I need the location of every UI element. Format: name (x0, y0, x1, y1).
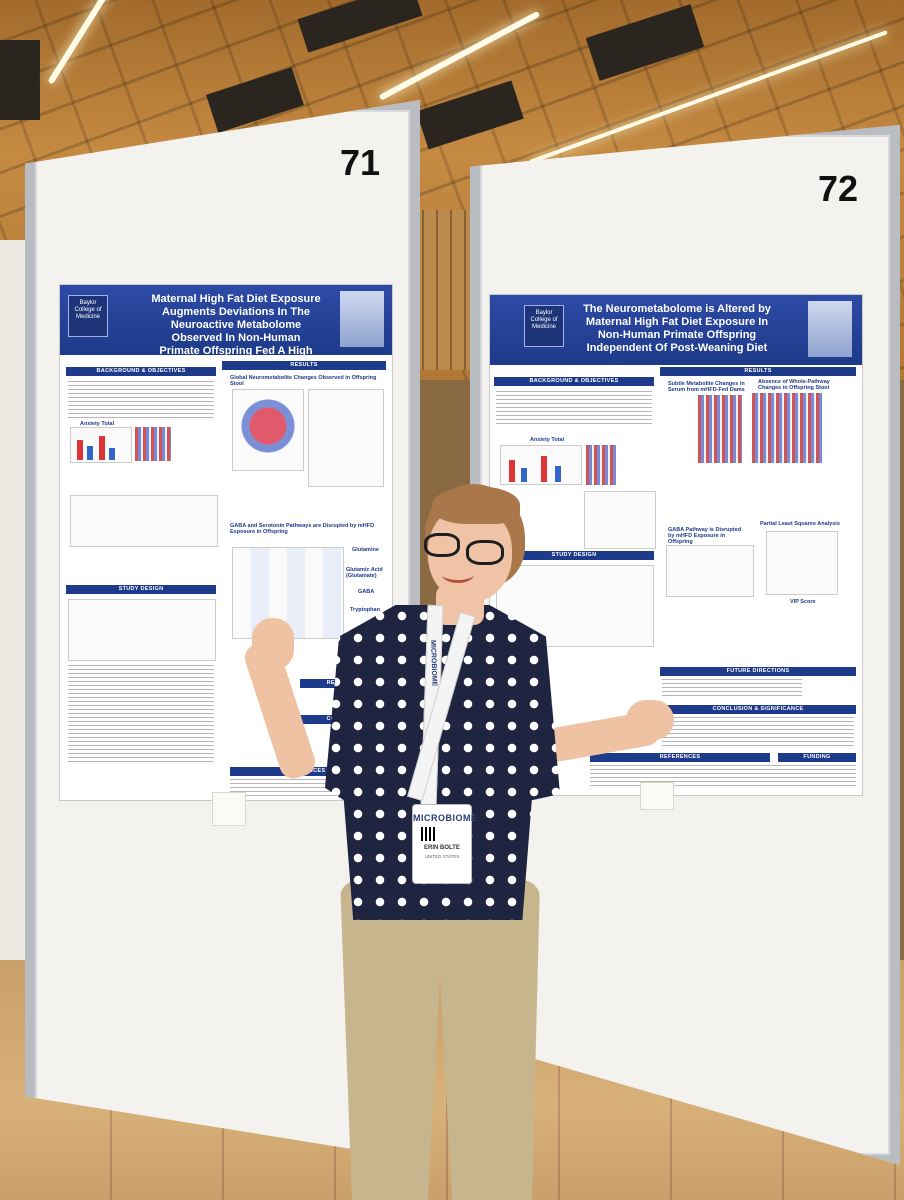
board-number-left: 71 (340, 142, 381, 183)
scatter-figure (70, 495, 218, 547)
body-text (496, 391, 652, 425)
building-image (808, 301, 852, 357)
figure-label-global: Global Neurometabolite Changes Observed … (230, 375, 377, 387)
figure-label-anxiety: Anxiety Total (530, 437, 565, 443)
body-text (68, 381, 214, 421)
figure-label-gaba: GABA and Serotonin Pathways are Disrupte… (230, 523, 375, 535)
section-background: BACKGROUND & OBJECTIVES (494, 377, 654, 386)
glasses-left-lens (424, 533, 460, 557)
badge-country: UNITED STATES (424, 854, 460, 859)
figure-label-pls: Partial Least Squares Analysis (760, 521, 840, 527)
body-text (590, 765, 856, 789)
heatmap-figure (586, 445, 616, 485)
figure-label-vip: VIP Score (790, 599, 816, 605)
figure-label-subtle: Subtle Metabolite Changes in Serum from … (668, 381, 745, 393)
pls-figure (766, 531, 838, 595)
sticky-note (212, 792, 246, 826)
section-results: RESULTS (222, 361, 386, 370)
baylor-logo: Baylor College of Medicine (68, 295, 108, 337)
name-badge: MICROBIOME ERIN BOLTE UNITED STATES (412, 804, 478, 884)
serum-heatmap (698, 395, 742, 463)
ceiling-panel (585, 4, 705, 81)
figure-label-gaba: GABA Pathway is Disrupted by mHFD Exposu… (668, 527, 742, 545)
figure-label-anxiety: Anxiety Total (80, 421, 115, 427)
board-number-right: 72 (818, 168, 859, 209)
label-glutamic-acid: Glutamic Acid (Glutamate) (346, 567, 383, 579)
sticky-note (640, 782, 674, 810)
section-background: BACKGROUND & OBJECTIVES (66, 367, 216, 376)
poster-left-title: Maternal High Fat Diet Exposure Augments… (151, 293, 321, 370)
section-study-design: STUDY DESIGN (66, 585, 216, 594)
wall-wood-slats (410, 210, 480, 370)
body-text (662, 679, 802, 699)
left-hand (252, 618, 294, 670)
smile (442, 566, 474, 583)
ceiling-panel (297, 0, 423, 53)
hair-fringe (432, 486, 520, 524)
label-gaba: GABA (358, 589, 375, 595)
baylor-logo: Baylor College of Medicine (524, 305, 564, 347)
badge-brand: MICROBIOME (413, 813, 478, 823)
badge-name: ERIN BOLTE (424, 845, 460, 851)
glasses-right-lens (466, 540, 504, 565)
label-glutamine: Glutamine (352, 547, 379, 553)
body-text (662, 717, 854, 747)
qr-code-icon (421, 827, 435, 841)
right-hand (626, 700, 674, 740)
section-references: REFERENCES (590, 753, 770, 762)
poster-right-title: The Neurometabolome is Altered by Matern… (583, 303, 771, 354)
pca-figure (232, 389, 304, 471)
poster-right: Baylor College of Medicine The Neurometa… (490, 295, 862, 795)
section-study-design: STUDY DESIGN (494, 551, 654, 560)
ceiling-light (47, 0, 159, 85)
section-results: RESULTS (660, 367, 856, 376)
gaba-figure (666, 545, 754, 597)
label-tryptophan: Tryptophan (350, 607, 380, 613)
section-funding: FUNDING (778, 753, 856, 762)
anxiety-bar-figure (70, 427, 132, 463)
heatmap-figure (135, 427, 171, 461)
poster-right-header: Baylor College of Medicine The Neurometa… (490, 295, 862, 365)
body-text (68, 665, 214, 765)
study-design-table (68, 599, 216, 661)
figure-label-absence: Absence of Whole-Pathway Changes in Offs… (758, 379, 830, 391)
section-future: FUTURE DIRECTIONS (660, 667, 856, 676)
ceiling-light (378, 10, 541, 101)
scatter-figure (584, 491, 656, 549)
poster-left-header: Baylor College of Medicine Maternal High… (60, 285, 392, 370)
vip-figure (308, 389, 384, 487)
ceiling-panel (416, 80, 524, 150)
ceiling-panel (0, 40, 40, 120)
building-image (340, 291, 384, 347)
stool-heatmap (752, 393, 822, 463)
anxiety-bar-figure (500, 445, 582, 485)
section-conclusion: CONCLUSION & SIGNIFICANCE (660, 705, 856, 714)
